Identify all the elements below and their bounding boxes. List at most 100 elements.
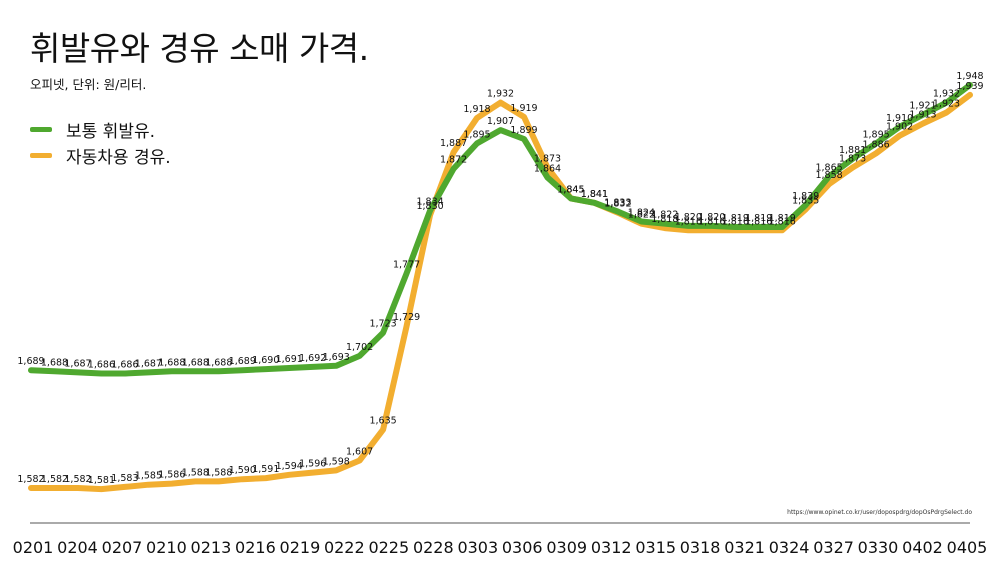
data-label-gasoline: 1,834 xyxy=(416,197,443,208)
data-label-diesel: 1,939 xyxy=(956,81,983,92)
data-label-diesel: 1,588 xyxy=(205,467,232,478)
data-label-layer: 1,6891,6881,6871,6861,6861,6871,6881,688… xyxy=(17,71,983,486)
data-label-diesel: 1,919 xyxy=(510,103,537,114)
data-label-diesel: 1,816 xyxy=(722,216,749,227)
data-label-gasoline: 1,819 xyxy=(769,213,796,224)
data-label-gasoline: 1,687 xyxy=(135,358,162,369)
data-label-gasoline: 1,693 xyxy=(323,352,350,363)
data-label-diesel: 1,858 xyxy=(815,170,842,181)
chart-subtitle: 오피넷, 단위: 원/리터. xyxy=(30,77,147,92)
legend-item-diesel: 자동차용 경유. xyxy=(30,143,171,168)
x-tick-label: 0213 xyxy=(191,538,232,557)
data-label-diesel: 1,582 xyxy=(41,474,68,485)
x-tick-label: 0405 xyxy=(947,538,988,557)
data-label-diesel: 1,835 xyxy=(792,195,819,206)
data-label-diesel: 1,918 xyxy=(463,104,490,115)
x-tick-label: 0309 xyxy=(546,538,587,557)
data-label-diesel: 1,830 xyxy=(416,201,443,212)
x-tick-label: 0321 xyxy=(724,538,765,557)
data-label-gasoline: 1,872 xyxy=(440,155,467,166)
data-label-diesel: 1,822 xyxy=(628,210,655,221)
data-label-diesel: 1,582 xyxy=(17,474,44,485)
data-label-diesel: 1,581 xyxy=(88,475,115,486)
legend-swatch-diesel xyxy=(30,153,52,158)
data-label-diesel: 1,590 xyxy=(229,465,256,476)
data-label-gasoline: 1,820 xyxy=(698,212,725,223)
data-label-gasoline: 1,824 xyxy=(628,208,655,219)
series-layer xyxy=(28,82,973,493)
x-tick-label: 0312 xyxy=(591,538,632,557)
data-label-gasoline: 1,819 xyxy=(722,213,749,224)
series-line-gasoline xyxy=(28,82,973,377)
data-label-gasoline: 1,865 xyxy=(815,162,842,173)
data-label-diesel: 1,594 xyxy=(276,461,303,472)
data-label-diesel: 1,902 xyxy=(886,122,913,133)
data-label-gasoline: 1,907 xyxy=(487,116,514,127)
x-tick-label: 0204 xyxy=(57,538,98,557)
data-label-diesel: 1,913 xyxy=(909,110,936,121)
x-tick-label: 0210 xyxy=(146,538,187,557)
data-label-diesel: 1,729 xyxy=(393,312,420,323)
data-label-gasoline: 1,932 xyxy=(933,89,960,100)
data-label-gasoline: 1,845 xyxy=(557,184,584,195)
chart-title: 휘발유와 경유 소매 가격. xyxy=(30,29,369,68)
data-label-diesel: 1,588 xyxy=(182,467,209,478)
data-label-diesel: 1,873 xyxy=(534,154,561,165)
legend-swatch-gasoline xyxy=(30,127,52,132)
x-tick-label: 0315 xyxy=(635,538,676,557)
legend-item-gasoline: 보통 휘발유. xyxy=(30,117,155,142)
x-tick-label: 0327 xyxy=(813,538,854,557)
data-label-gasoline: 1,702 xyxy=(346,342,373,353)
data-label-diesel: 1,832 xyxy=(604,199,631,210)
data-label-diesel: 1,591 xyxy=(252,464,279,475)
data-label-diesel: 1,841 xyxy=(581,189,608,200)
data-label-diesel: 1,816 xyxy=(675,216,702,227)
series-line-diesel xyxy=(28,91,973,493)
data-label-gasoline: 1,895 xyxy=(463,129,490,140)
source-note: https://www.opinet.co.kr/user/dopospdrg/… xyxy=(787,509,972,516)
x-tick-label: 0225 xyxy=(368,538,409,557)
data-label-gasoline: 1,921 xyxy=(909,101,936,112)
data-label-gasoline: 1,723 xyxy=(369,319,396,330)
data-label-gasoline: 1,899 xyxy=(510,125,537,136)
data-label-diesel: 1,596 xyxy=(299,459,326,470)
data-label-diesel: 1,583 xyxy=(111,473,138,484)
data-label-gasoline: 1,839 xyxy=(792,191,819,202)
data-label-diesel: 1,932 xyxy=(487,89,514,100)
data-label-diesel: 1,585 xyxy=(135,471,162,482)
x-tick-label: 0216 xyxy=(235,538,276,557)
data-label-gasoline: 1,688 xyxy=(182,357,209,368)
data-label-gasoline: 1,895 xyxy=(862,129,889,140)
data-label-gasoline: 1,688 xyxy=(41,357,68,368)
data-label-diesel: 1,816 xyxy=(745,216,772,227)
data-label-gasoline: 1,689 xyxy=(229,356,256,367)
legend-label-diesel: 자동차용 경유. xyxy=(66,148,171,168)
data-label-diesel: 1,816 xyxy=(698,216,725,227)
x-tick-label: 0306 xyxy=(502,538,543,557)
x-tick-label: 0330 xyxy=(858,538,899,557)
data-label-diesel: 1,816 xyxy=(769,216,796,227)
data-label-diesel: 1,635 xyxy=(369,416,396,427)
data-label-gasoline: 1,688 xyxy=(205,357,232,368)
data-label-gasoline: 1,910 xyxy=(886,113,913,124)
x-tick-label: 0402 xyxy=(902,538,943,557)
data-label-gasoline: 1,881 xyxy=(839,145,866,156)
data-label-gasoline: 1,819 xyxy=(745,213,772,224)
legend-label-gasoline: 보통 휘발유. xyxy=(66,122,156,142)
data-label-gasoline: 1,833 xyxy=(604,198,631,209)
data-label-gasoline: 1,948 xyxy=(956,71,983,82)
x-tick-label: 0219 xyxy=(280,538,321,557)
data-label-gasoline: 1,691 xyxy=(276,354,303,365)
data-label-gasoline: 1,688 xyxy=(158,357,185,368)
data-label-gasoline: 1,841 xyxy=(581,189,608,200)
data-label-gasoline: 1,822 xyxy=(651,210,678,221)
x-tick-label: 0222 xyxy=(324,538,365,557)
data-label-diesel: 1,873 xyxy=(839,154,866,165)
data-label-gasoline: 1,777 xyxy=(393,259,420,270)
data-label-diesel: 1,586 xyxy=(158,470,185,481)
x-tick-label: 0324 xyxy=(769,538,810,557)
data-label-diesel: 1,887 xyxy=(440,138,467,149)
data-label-diesel: 1,598 xyxy=(323,456,350,467)
data-label-diesel: 1,886 xyxy=(862,139,889,150)
